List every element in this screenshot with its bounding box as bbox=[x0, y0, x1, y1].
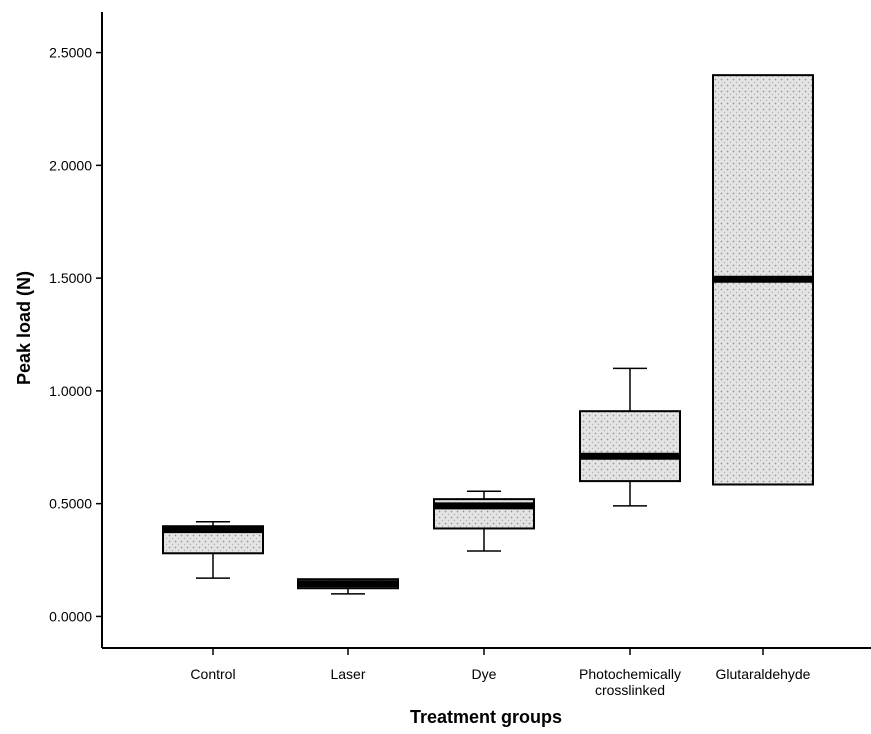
y-tick-label: 2.0000 bbox=[49, 157, 92, 173]
x-tick-label: Photochemicallycrosslinked bbox=[579, 666, 681, 698]
box-group bbox=[580, 368, 680, 506]
y-tick-label: 2.5000 bbox=[49, 45, 92, 61]
y-tick-label: 1.5000 bbox=[49, 270, 92, 286]
box-group bbox=[163, 522, 263, 578]
box-group bbox=[434, 491, 534, 551]
x-tick-label: Dye bbox=[472, 666, 497, 682]
x-axis-ticks: Control Laser Dye Photochemicallycrosslinke… bbox=[190, 648, 810, 698]
y-tick-label: 0.5000 bbox=[49, 496, 92, 512]
box-group bbox=[713, 75, 813, 484]
x-axis-title: Treatment groups bbox=[410, 707, 562, 727]
x-tick-label: Laser bbox=[330, 666, 365, 682]
y-tick-label: 1.0000 bbox=[49, 383, 92, 399]
x-tick-label: Control bbox=[190, 666, 235, 682]
y-tick-label: 0.0000 bbox=[49, 608, 92, 624]
y-axis-ticks: 0.0000 0.5000 1.0000 1.5000 2.0000 2.5000 bbox=[49, 45, 102, 625]
box-group bbox=[298, 579, 398, 594]
y-axis-title: Peak load (N) bbox=[14, 271, 34, 385]
iqr-box bbox=[580, 411, 680, 481]
box-series bbox=[163, 75, 813, 594]
x-tick-label: Glutaraldehyde bbox=[716, 666, 811, 682]
